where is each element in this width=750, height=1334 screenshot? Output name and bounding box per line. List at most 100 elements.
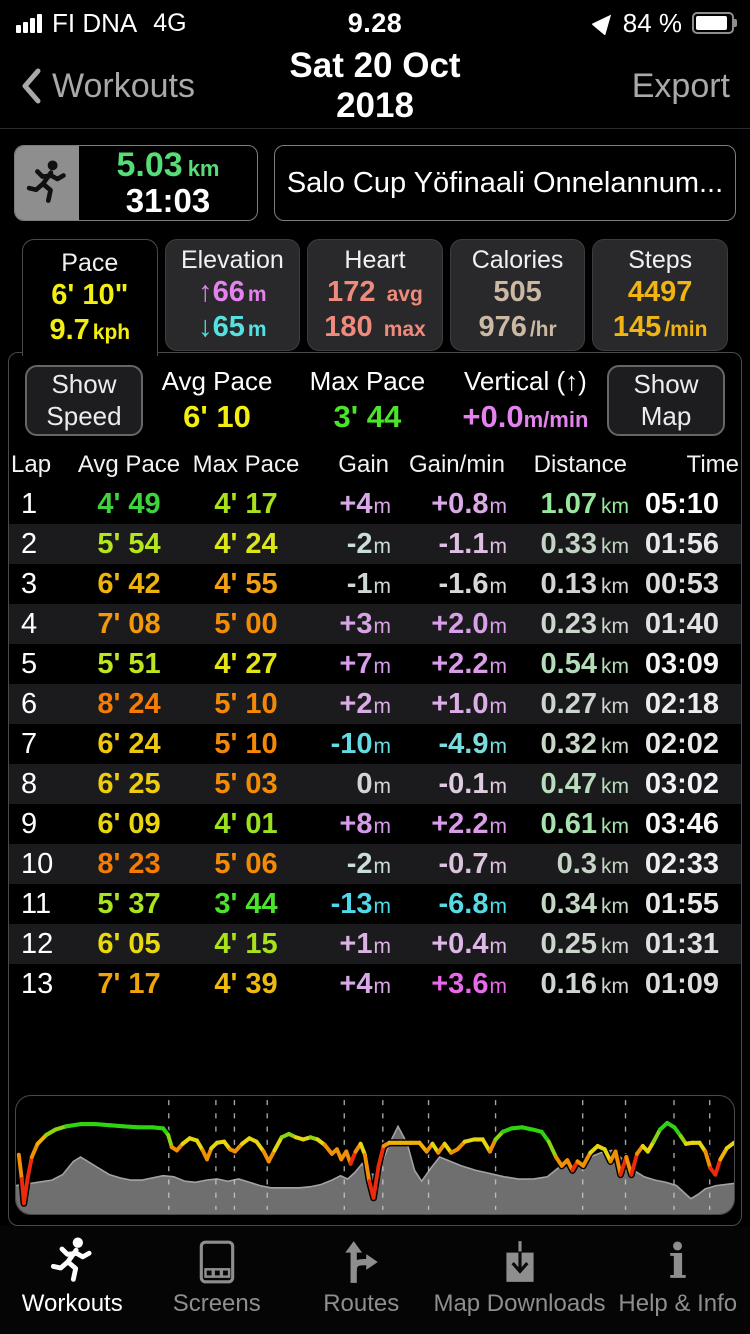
tabbar-item-routes[interactable]: Routes (289, 1234, 433, 1334)
lap-distance: 0.23 km (540, 607, 629, 640)
tab-pace[interactable]: Pace 6' 10" 9.7 kph (22, 239, 158, 356)
lap-time: 01:40 (644, 607, 719, 640)
lap-number: 5 (21, 647, 38, 680)
lap-max-pace: 5' 00 (214, 607, 278, 640)
lap-time: 01:31 (644, 927, 719, 960)
lap-distance: 0.3 km (556, 847, 629, 880)
lap-avg-pace: 7' 08 (97, 607, 161, 640)
lap-gain: +4m (339, 967, 391, 1000)
pace-detail-panel: Show Speed Avg Pace 6' 10 Max Pace 3' 44… (8, 352, 742, 1226)
lap-avg-pace: 4' 49 (97, 487, 161, 520)
lap-max-pace: 5' 03 (214, 767, 278, 800)
lap-distance: 0.16 km (540, 967, 629, 1000)
lap-number: 10 (21, 847, 54, 880)
lap-distance: 0.61 km (540, 807, 629, 840)
lap-avg-pace: 5' 37 (97, 887, 161, 920)
screens-icon (194, 1234, 240, 1286)
workouts-runner-icon (50, 1234, 94, 1286)
lap-number: 7 (21, 727, 38, 760)
lap-row: 1 4' 49 4' 17 +4m +0.8m 1.07 km 05:10 (9, 484, 741, 524)
lap-row: 12 6' 05 4' 15 +1m +0.4m 0.25 km 01:31 (9, 924, 741, 965)
lap-row: 11 5' 37 3' 44 -13m -6.8m 0.34 km 01:55 (9, 884, 741, 924)
workout-title-box[interactable]: Salo Cup Yöfinaali Onnelannum... (274, 145, 736, 221)
tab-heart[interactable]: Heart 172 avg 180 max (307, 239, 443, 351)
lap-gain-per-min: +2.2m (431, 807, 507, 840)
lap-avg-pace: 6' 09 (97, 807, 161, 840)
lap-number: 9 (21, 807, 38, 840)
pace-elevation-chart (15, 1095, 735, 1215)
lap-time: 05:10 (644, 487, 719, 520)
summary-duration: 31:03 (125, 181, 211, 219)
workout-stats-box[interactable]: 5.03 km 31:03 (14, 145, 258, 221)
lap-gain: -2m (346, 847, 391, 880)
lap-distance: 0.33 km (540, 527, 629, 560)
export-button[interactable]: Export (631, 66, 730, 105)
lap-number: 11 (21, 887, 52, 920)
lap-avg-pace: 6' 42 (97, 567, 161, 600)
tab-steps[interactable]: Steps 4497 145/min (592, 239, 728, 351)
lap-avg-pace: 6' 05 (97, 927, 161, 960)
lap-distance: 0.32 km (540, 727, 629, 760)
show-map-button[interactable]: Show Map (607, 365, 725, 436)
lap-max-pace: 5' 10 (214, 727, 278, 760)
back-button[interactable]: Workouts (20, 67, 260, 106)
chevron-left-icon (22, 68, 41, 104)
lap-max-pace: 4' 17 (214, 487, 278, 520)
lap-number: 3 (21, 567, 38, 600)
vertical-stat: Vertical (↑) +0.0m/min (462, 365, 588, 436)
lap-number: 4 (21, 607, 38, 640)
location-services-icon (591, 8, 618, 36)
lap-gain: 0m (356, 767, 391, 800)
max-pace-stat: Max Pace 3' 44 (310, 365, 426, 436)
lap-time: 02:18 (644, 687, 719, 720)
signal-strength-icon (16, 13, 42, 33)
summary-distance: 5.03 km (116, 145, 220, 184)
calories-rate-value: 976/hr (478, 310, 557, 343)
lap-number: 8 (21, 767, 38, 800)
lap-number: 1 (21, 487, 38, 520)
battery-percent-label: 84 % (622, 7, 682, 38)
lap-number: 12 (21, 927, 54, 960)
back-label: Workouts (52, 66, 195, 105)
lap-time: 00:53 (644, 567, 719, 600)
lap-max-pace: 5' 06 (214, 847, 278, 880)
lap-max-pace: 4' 27 (214, 647, 278, 680)
show-speed-button[interactable]: Show Speed (25, 365, 143, 436)
lap-row: 8 6' 25 5' 03 0m -0.1m 0.47 km 03:02 (9, 764, 741, 805)
lap-row: 4 7' 08 5' 00 +3m +2.0m 0.23 km 01:40 (9, 604, 741, 645)
lap-gain: +3m (339, 607, 391, 640)
lap-row: 3 6' 42 4' 55 -1m -1.6m 0.13 km 00:53 (9, 564, 741, 604)
heart-avg-value: 172 avg (327, 276, 423, 309)
lap-time: 01:56 (644, 527, 719, 560)
lap-gain-per-min: +2.0m (431, 607, 507, 640)
lap-gain: -2m (346, 527, 391, 560)
lap-gain-per-min: +1.0m (431, 687, 507, 720)
tab-calories[interactable]: Calories 505 976/hr (449, 239, 586, 351)
lap-number: 13 (21, 967, 54, 1000)
lap-time: 02:02 (644, 727, 719, 760)
lap-time: 03:46 (644, 807, 719, 840)
tabbar-item-workouts[interactable]: Workouts (0, 1234, 144, 1334)
lap-gain-per-min: -4.9m (438, 727, 507, 760)
tabbar-item-map-downloads[interactable]: Map Downloads (433, 1234, 606, 1334)
lap-row: 7 6' 24 5' 10 -10m -4.9m 0.32 km 02:02 (9, 724, 741, 764)
lap-row: 6 8' 24 5' 10 +2m +1.0m 0.27 km 02:18 (9, 684, 741, 725)
max-pace-value: 3' 44 (333, 398, 402, 434)
lap-distance: 1.07 km (540, 487, 629, 520)
avg-pace-stat: Avg Pace 6' 10 (162, 365, 273, 436)
tabbar-item-screens[interactable]: Screens (144, 1234, 288, 1334)
lap-row: 2 5' 54 4' 24 -2m -1.1m 0.33 km 01:56 (9, 524, 741, 565)
lap-gain: +8m (339, 807, 391, 840)
tab-elevation[interactable]: Elevation ↑66 m ↓65 m (164, 239, 301, 351)
nav-bar: Workouts Sat 20 Oct 2018 Export (0, 44, 750, 129)
tabbar-item-help-info[interactable]: i Help & Info (618, 1234, 738, 1317)
heart-max-value: 180 max (324, 310, 426, 343)
workout-title: Salo Cup Yöfinaali Onnelannum... (286, 166, 724, 199)
bottom-tab-bar: Workouts Screens (0, 1226, 750, 1334)
lap-gain: +2m (339, 687, 391, 720)
lap-gain-per-min: -1.6m (438, 567, 507, 600)
lap-number: 2 (21, 527, 38, 560)
routes-icon (338, 1234, 384, 1286)
lap-gain: +7m (339, 647, 391, 680)
